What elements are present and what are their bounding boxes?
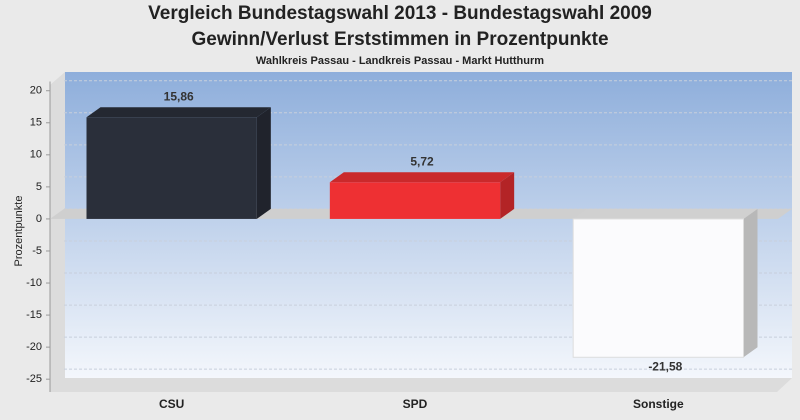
y-tick-label: 5 (36, 181, 42, 193)
y-tick-label: -5 (32, 245, 42, 257)
y-tick-label: -15 (26, 309, 42, 321)
y-tick-label: 15 (30, 117, 42, 129)
y-tick-label: 20 (30, 85, 42, 97)
value-label: -21,58 (648, 359, 682, 373)
bar-side (500, 172, 515, 219)
value-label: 5,72 (410, 154, 434, 168)
y-tick-label: -20 (26, 341, 42, 353)
bar-side (743, 208, 758, 358)
bar-side (256, 107, 271, 219)
bar (572, 218, 745, 358)
value-label: 15,86 (164, 89, 194, 103)
y-axis-label: Prozentpunkte (13, 196, 25, 267)
bar-top (573, 208, 758, 219)
x-tick-label: Sonstige (633, 397, 684, 411)
y-tick-label: -10 (26, 277, 42, 289)
chart-title: Vergleich Bundestagswahl 2013 - Bundesta… (148, 3, 652, 24)
x-tick-label: SPD (403, 397, 428, 411)
chart-caption: Wahlkreis Passau - Landkreis Passau - Ma… (256, 55, 544, 67)
chart-subtitle: Gewinn/Verlust Erststimmen in Prozentpun… (191, 29, 608, 50)
y-tick-label: 0 (36, 213, 42, 225)
bar (329, 182, 501, 219)
bar-top (329, 172, 515, 183)
bar (86, 117, 257, 219)
x-tick-label: CSU (159, 397, 184, 411)
y-tick-label: -25 (26, 373, 42, 385)
bar-top (86, 107, 271, 118)
y-tick-label: 10 (30, 149, 42, 161)
